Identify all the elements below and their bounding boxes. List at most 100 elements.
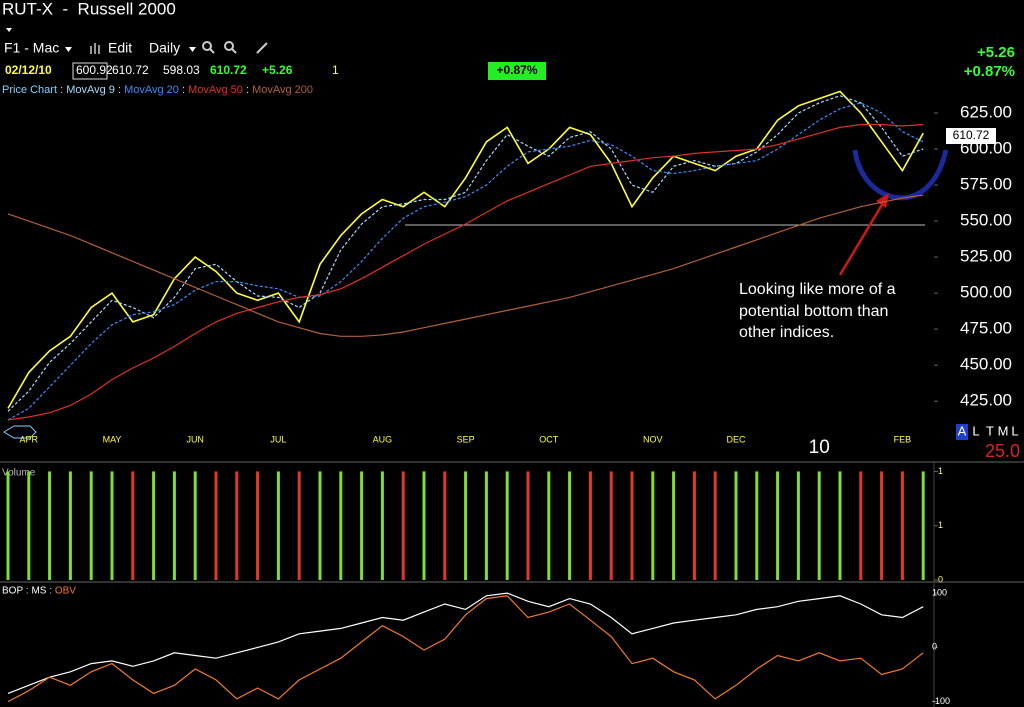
scroll-marker[interactable] bbox=[3, 425, 37, 439]
legend-entry: MovAvg 50 bbox=[188, 84, 243, 96]
series-line bbox=[7, 194, 924, 337]
legend-entry: BOP bbox=[2, 586, 23, 597]
summary-change: +5.26 bbox=[977, 44, 1015, 61]
volume-bar bbox=[422, 471, 426, 580]
x-tick-label: JUN bbox=[186, 434, 204, 444]
summary-percent: +0.87% bbox=[964, 63, 1015, 80]
layout-menu[interactable]: F1 - Mac bbox=[4, 40, 59, 56]
legend-entry: : bbox=[115, 84, 124, 96]
legend-entry: OBV bbox=[55, 586, 76, 597]
volume-bar bbox=[588, 471, 592, 580]
series-line bbox=[7, 95, 924, 412]
volume-bar bbox=[817, 471, 821, 580]
scale-button[interactable]: A bbox=[958, 423, 967, 438]
volume-bar bbox=[68, 471, 72, 580]
y-tick-label: 575.00 bbox=[960, 175, 1012, 194]
legend-entry: MovAvg 200 bbox=[252, 84, 313, 96]
volume-bar bbox=[297, 471, 301, 580]
volume-bar bbox=[755, 471, 759, 580]
arrow-head bbox=[876, 193, 889, 208]
scale-button[interactable]: L bbox=[1011, 423, 1018, 438]
y-tick-label: 475.00 bbox=[960, 319, 1012, 338]
edit-icon[interactable] bbox=[90, 43, 100, 54]
y-tick-label: 0 bbox=[938, 574, 943, 584]
edit-button[interactable]: Edit bbox=[108, 40, 132, 56]
volume-bar bbox=[713, 471, 717, 580]
zoom-out[interactable] bbox=[224, 41, 237, 54]
legend-entry: MovAvg 20 bbox=[124, 84, 179, 96]
volume-bar bbox=[172, 471, 176, 580]
period-menu[interactable]: Daily bbox=[149, 40, 180, 56]
y-tick-label: 450.00 bbox=[960, 355, 1012, 374]
scale-button-active[interactable] bbox=[956, 424, 968, 440]
quote-high: 610.72 bbox=[112, 63, 149, 77]
y-tick-label: -100 bbox=[932, 696, 950, 706]
annotation-line: other indices. bbox=[739, 324, 834, 341]
dropdown-arrow[interactable] bbox=[6, 28, 12, 32]
x-tick-label: OCT bbox=[539, 434, 559, 444]
legend-entry: : bbox=[179, 84, 188, 96]
volume-bar bbox=[526, 471, 530, 580]
volume-bar bbox=[651, 471, 655, 580]
series-line bbox=[7, 595, 924, 703]
volume-bar bbox=[360, 471, 364, 580]
volume-bar bbox=[401, 471, 405, 580]
volume-bar bbox=[464, 471, 468, 580]
price-tag bbox=[946, 128, 996, 144]
volume-bar bbox=[547, 471, 551, 580]
scale-button[interactable]: M bbox=[998, 423, 1009, 438]
symbol-title: RUT-X - Russell 2000 bbox=[2, 0, 176, 18]
volume-bar bbox=[672, 471, 676, 580]
volume-bar bbox=[380, 471, 384, 580]
quote-low: 598.03 bbox=[163, 63, 200, 77]
volume-bar bbox=[256, 471, 260, 580]
volume-bar bbox=[152, 471, 156, 580]
y-tick-label: 550.00 bbox=[960, 211, 1012, 230]
legend-entry: : bbox=[46, 586, 54, 597]
price-tag-text: 610.72 bbox=[953, 128, 990, 142]
scale-button[interactable]: L bbox=[972, 423, 979, 438]
y-tick-label: 0 bbox=[932, 642, 937, 652]
x-tick-label: APR bbox=[20, 434, 39, 444]
x-tick-label: DEC bbox=[726, 434, 746, 444]
volume-bar bbox=[235, 471, 239, 580]
volume-bar bbox=[880, 471, 884, 580]
dropdown-arrow[interactable] bbox=[189, 47, 196, 52]
volume-bar bbox=[484, 471, 488, 580]
volume-bar bbox=[859, 471, 863, 580]
dropdown-arrow[interactable] bbox=[65, 47, 72, 52]
quote-change: +5.26 bbox=[262, 63, 293, 77]
volume-bar bbox=[776, 471, 780, 580]
series-line bbox=[7, 123, 924, 421]
annotation-line: potential bottom than bbox=[739, 303, 888, 320]
scale-button[interactable]: T bbox=[986, 423, 994, 438]
volume-bar bbox=[505, 471, 509, 580]
legend-entry: : bbox=[243, 84, 252, 96]
legend-entry: : bbox=[57, 84, 66, 96]
legend-entry: Volume bbox=[2, 468, 36, 479]
volume-bar bbox=[193, 471, 197, 580]
volume-bar bbox=[900, 471, 904, 580]
zoom-in[interactable] bbox=[202, 41, 215, 54]
quote-date: 02/12/10 bbox=[5, 63, 52, 77]
bottom-arc bbox=[852, 149, 949, 201]
percent-badge bbox=[488, 62, 546, 80]
y-tick-label: 525.00 bbox=[960, 247, 1012, 266]
percent-badge-text: +0.87% bbox=[496, 63, 537, 77]
quote-last: 610.72 bbox=[210, 63, 247, 77]
volume-bar bbox=[6, 471, 10, 580]
annotation-line: Looking like more of a bbox=[739, 281, 896, 298]
y-tick-label: 100 bbox=[932, 588, 947, 598]
volume-bar bbox=[568, 471, 572, 580]
legend-entry: : bbox=[23, 586, 31, 597]
series-line bbox=[7, 102, 924, 421]
x-tick-label: 10 bbox=[809, 437, 830, 458]
quote-volume: 1 bbox=[332, 63, 339, 77]
legend-entry: MovAvg 9 bbox=[66, 84, 115, 96]
volume-bar bbox=[921, 471, 925, 580]
y-tick-label: 625.00 bbox=[960, 102, 1012, 121]
y-tick-label: 1 bbox=[938, 466, 943, 476]
draw-tool[interactable] bbox=[256, 42, 268, 54]
